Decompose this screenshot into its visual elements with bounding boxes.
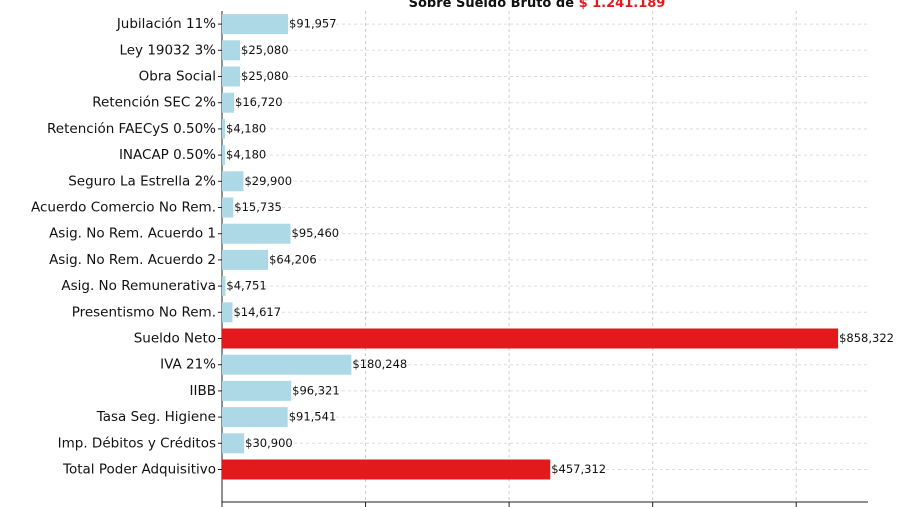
y-tick-label: Asig. No Rem. Acuerdo 1	[49, 226, 216, 242]
y-tick-label: INACAP 0.50%	[119, 147, 216, 163]
value-label: $96,321	[292, 383, 340, 397]
value-label: $95,460	[292, 226, 340, 240]
value-label: $4,180	[226, 121, 266, 135]
bar	[222, 171, 244, 192]
bar	[222, 223, 291, 244]
bar	[222, 66, 241, 87]
bar	[222, 40, 241, 61]
value-label: $15,735	[234, 200, 282, 214]
y-tick-label: Asig. No Rem. Acuerdo 2	[49, 252, 216, 268]
bar	[222, 354, 352, 375]
y-tick-label: Retención SEC 2%	[92, 95, 216, 111]
title-amount: $ 1.241.189	[579, 0, 666, 11]
bar	[222, 407, 288, 428]
value-label: $25,080	[241, 69, 289, 83]
bar	[222, 118, 226, 139]
title-text: Sobre Sueldo Bruto de	[409, 0, 575, 11]
bar	[222, 197, 234, 218]
bar	[222, 380, 292, 401]
bar	[222, 328, 839, 349]
y-tick-label: Presentismo No Rem.	[72, 304, 216, 320]
value-label: $14,617	[233, 305, 281, 319]
y-tick-label: Asig. No Remunerativa	[61, 278, 216, 294]
y-tick-label: Acuerdo Comercio No Rem.	[31, 200, 216, 216]
y-tick-label: IVA 21%	[160, 357, 216, 373]
bar	[222, 14, 289, 35]
bar	[222, 302, 233, 323]
value-label: $858,322	[839, 331, 894, 345]
bar	[222, 276, 226, 297]
value-label: $25,080	[241, 43, 289, 57]
value-label: $4,751	[226, 279, 266, 293]
y-tick-label: Seguro La Estrella 2%	[68, 173, 216, 189]
chart-title: Sobre Sueldo Bruto de $ 1.241.189	[409, 0, 666, 11]
value-label: $4,180	[226, 148, 266, 162]
value-label: $457,312	[551, 462, 606, 476]
y-tick-label: IIBB	[190, 383, 217, 399]
bar	[222, 92, 235, 113]
value-label: $29,900	[244, 174, 292, 188]
value-label: $16,720	[235, 95, 283, 109]
y-tick-label: Jubilación 11%	[116, 16, 216, 32]
y-tick-label: Total Poder Adquisitivo	[62, 462, 216, 478]
y-tick-label: Sueldo Neto	[134, 331, 216, 347]
bar	[222, 433, 245, 454]
y-tick-label: Imp. Débitos y Créditos	[58, 435, 216, 451]
y-tick-label: Tasa Seg. Higiene	[96, 409, 216, 425]
bar	[222, 145, 226, 166]
y-tick-label: Ley 19032 3%	[119, 42, 216, 58]
value-label: $180,248	[352, 357, 407, 371]
value-label: $91,957	[289, 17, 337, 31]
value-label: $64,206	[269, 252, 317, 266]
value-label: $91,541	[289, 410, 337, 424]
y-tick-label: Retención FAECyS 0.50%	[47, 121, 216, 137]
bar	[222, 249, 269, 270]
y-tick-label: Obra Social	[139, 69, 216, 85]
value-label: $30,900	[245, 436, 293, 450]
bar	[222, 459, 551, 480]
